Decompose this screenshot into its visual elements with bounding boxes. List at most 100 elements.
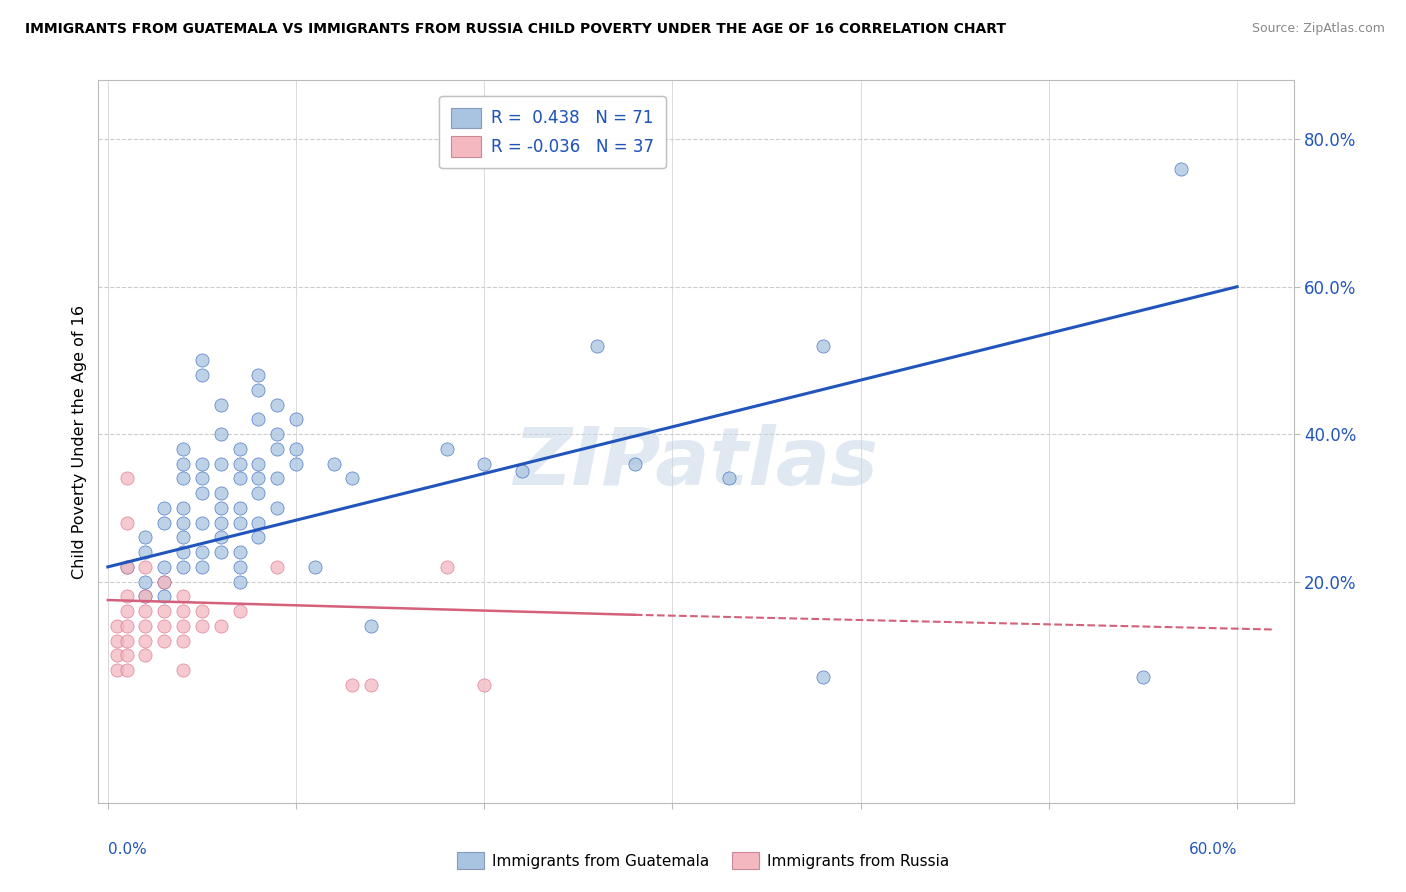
- Point: [115, 516, 138, 530]
- Point: [115, 560, 138, 574]
- Point: [1170, 161, 1192, 176]
- Point: [209, 530, 232, 544]
- Point: [134, 530, 156, 544]
- Point: [105, 633, 128, 648]
- Point: [228, 604, 250, 618]
- Point: [153, 500, 176, 515]
- Point: [472, 678, 495, 692]
- Point: [134, 619, 156, 633]
- Point: [228, 560, 250, 574]
- Point: [191, 604, 214, 618]
- Point: [285, 412, 308, 426]
- Point: [811, 339, 834, 353]
- Point: [1132, 670, 1154, 684]
- Text: ZIPatlas: ZIPatlas: [513, 425, 879, 502]
- Legend: Immigrants from Guatemala, Immigrants from Russia: Immigrants from Guatemala, Immigrants fr…: [450, 846, 956, 875]
- Point: [266, 471, 288, 485]
- Point: [191, 545, 214, 559]
- Point: [172, 500, 194, 515]
- Point: [172, 604, 194, 618]
- Point: [153, 619, 176, 633]
- Point: [115, 590, 138, 604]
- Point: [115, 560, 138, 574]
- Point: [472, 457, 495, 471]
- Point: [134, 574, 156, 589]
- Point: [172, 457, 194, 471]
- Point: [209, 516, 232, 530]
- Point: [228, 545, 250, 559]
- Point: [191, 516, 214, 530]
- Point: [105, 663, 128, 677]
- Point: [115, 471, 138, 485]
- Point: [228, 471, 250, 485]
- Point: [115, 633, 138, 648]
- Point: [266, 398, 288, 412]
- Point: [134, 604, 156, 618]
- Point: [191, 486, 214, 500]
- Point: [172, 633, 194, 648]
- Point: [811, 670, 834, 684]
- Point: [209, 457, 232, 471]
- Point: [172, 590, 194, 604]
- Point: [172, 516, 194, 530]
- Point: [266, 442, 288, 456]
- Point: [304, 560, 326, 574]
- Point: [134, 648, 156, 663]
- Point: [623, 457, 645, 471]
- Point: [134, 590, 156, 604]
- Text: 0.0%: 0.0%: [108, 842, 146, 856]
- Text: 60.0%: 60.0%: [1188, 842, 1237, 856]
- Point: [247, 412, 270, 426]
- Point: [134, 545, 156, 559]
- Point: [115, 648, 138, 663]
- Point: [209, 427, 232, 442]
- Point: [247, 516, 270, 530]
- Point: [191, 457, 214, 471]
- Point: [191, 471, 214, 485]
- Point: [153, 560, 176, 574]
- Point: [436, 442, 458, 456]
- Point: [266, 500, 288, 515]
- Point: [247, 383, 270, 397]
- Point: [586, 339, 609, 353]
- Text: Source: ZipAtlas.com: Source: ZipAtlas.com: [1251, 22, 1385, 36]
- Point: [228, 500, 250, 515]
- Point: [285, 442, 308, 456]
- Point: [191, 560, 214, 574]
- Point: [266, 560, 288, 574]
- Point: [134, 590, 156, 604]
- Point: [153, 590, 176, 604]
- Point: [247, 486, 270, 500]
- Point: [209, 619, 232, 633]
- Point: [247, 471, 270, 485]
- Point: [172, 545, 194, 559]
- Point: [134, 633, 156, 648]
- Point: [115, 663, 138, 677]
- Point: [322, 457, 344, 471]
- Point: [436, 560, 458, 574]
- Legend: R =  0.438   N = 71, R = -0.036   N = 37: R = 0.438 N = 71, R = -0.036 N = 37: [440, 95, 665, 169]
- Point: [360, 619, 382, 633]
- Point: [153, 574, 176, 589]
- Y-axis label: Child Poverty Under the Age of 16: Child Poverty Under the Age of 16: [72, 304, 87, 579]
- Point: [191, 353, 214, 368]
- Point: [105, 648, 128, 663]
- Point: [172, 471, 194, 485]
- Point: [247, 530, 270, 544]
- Point: [172, 663, 194, 677]
- Text: IMMIGRANTS FROM GUATEMALA VS IMMIGRANTS FROM RUSSIA CHILD POVERTY UNDER THE AGE : IMMIGRANTS FROM GUATEMALA VS IMMIGRANTS …: [25, 22, 1007, 37]
- Point: [115, 619, 138, 633]
- Point: [285, 457, 308, 471]
- Point: [342, 678, 364, 692]
- Point: [209, 500, 232, 515]
- Point: [209, 398, 232, 412]
- Point: [342, 471, 364, 485]
- Point: [115, 604, 138, 618]
- Point: [360, 678, 382, 692]
- Point: [228, 442, 250, 456]
- Point: [172, 442, 194, 456]
- Point: [266, 427, 288, 442]
- Point: [153, 633, 176, 648]
- Point: [191, 619, 214, 633]
- Point: [247, 457, 270, 471]
